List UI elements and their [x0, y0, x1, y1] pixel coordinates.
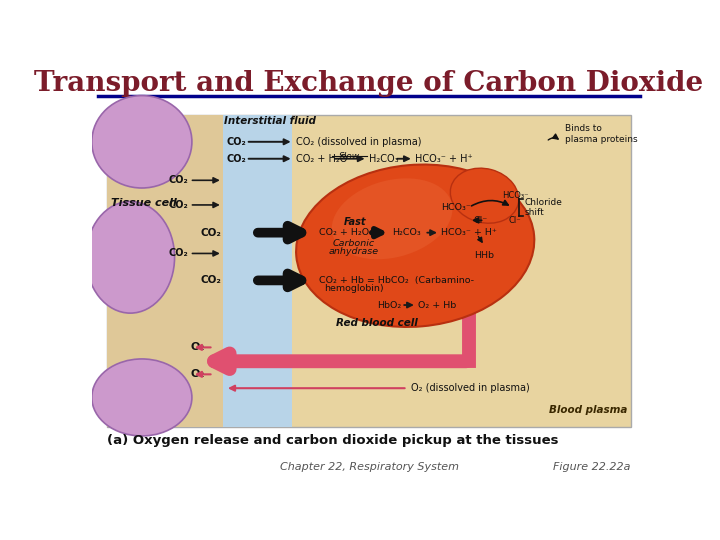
Text: O₂ (dissolved in plasma): O₂ (dissolved in plasma) — [411, 383, 530, 393]
Text: CO₂ (dissolved in plasma): CO₂ (dissolved in plasma) — [296, 137, 421, 147]
Text: Slow: Slow — [339, 152, 360, 161]
Text: Chloride
shift: Chloride shift — [525, 198, 562, 217]
Text: O₂ + Hb: O₂ + Hb — [418, 301, 456, 309]
Text: Blood plasma: Blood plasma — [549, 405, 627, 415]
Text: HHb: HHb — [474, 251, 495, 260]
Text: Carbonic: Carbonic — [333, 239, 374, 248]
Text: HCO₃⁻: HCO₃⁻ — [441, 202, 472, 212]
Text: HCO₃⁻ + H⁺: HCO₃⁻ + H⁺ — [441, 228, 498, 237]
Ellipse shape — [91, 96, 192, 188]
Text: CO₂ + Hb = HbCO₂  (Carbamino-: CO₂ + Hb = HbCO₂ (Carbamino- — [319, 276, 474, 285]
Text: CO₂ + H₂O: CO₂ + H₂O — [319, 228, 369, 237]
Text: CO₂: CO₂ — [168, 200, 188, 210]
Text: CO₂ + H₂O: CO₂ + H₂O — [296, 154, 347, 164]
Text: H₂CO₃: H₂CO₃ — [369, 154, 399, 164]
Text: CO₂: CO₂ — [201, 275, 222, 286]
Text: CO₂: CO₂ — [227, 137, 246, 147]
Text: CO₂: CO₂ — [168, 176, 188, 185]
Ellipse shape — [332, 178, 452, 259]
Text: (a) Oxygen release and carbon dioxide pickup at the tissues: (a) Oxygen release and carbon dioxide pi… — [107, 434, 559, 447]
Bar — [107, 115, 222, 427]
Ellipse shape — [91, 359, 192, 436]
Text: HCO₃⁻: HCO₃⁻ — [502, 191, 528, 200]
Text: CO₂: CO₂ — [227, 154, 246, 164]
Text: Cl⁻: Cl⁻ — [509, 215, 521, 225]
Text: Fast: Fast — [344, 217, 366, 227]
Text: Tissue cell: Tissue cell — [111, 198, 177, 208]
Text: H₂CO₃: H₂CO₃ — [392, 228, 421, 237]
Text: CO₂: CO₂ — [201, 228, 222, 238]
Text: Figure 22.22a: Figure 22.22a — [553, 462, 631, 472]
Ellipse shape — [296, 165, 534, 327]
Text: anhydrase: anhydrase — [328, 247, 379, 255]
Text: hemoglobin): hemoglobin) — [324, 285, 384, 293]
Text: Chapter 22, Respiratory System: Chapter 22, Respiratory System — [279, 462, 459, 472]
Text: Red blood cell: Red blood cell — [336, 318, 418, 328]
Text: O₂: O₂ — [191, 342, 205, 353]
Text: Interstitial fluid: Interstitial fluid — [224, 116, 316, 126]
Ellipse shape — [86, 201, 174, 313]
Text: Transport and Exchange of Carbon Dioxide: Transport and Exchange of Carbon Dioxide — [35, 70, 703, 97]
Text: Cl⁻: Cl⁻ — [474, 216, 487, 225]
Bar — [107, 115, 631, 427]
Bar — [222, 115, 292, 427]
Text: HCO₃⁻ + H⁺: HCO₃⁻ + H⁺ — [415, 154, 473, 164]
Ellipse shape — [450, 168, 518, 223]
Text: O₂: O₂ — [191, 369, 205, 379]
Text: CO₂: CO₂ — [168, 248, 188, 259]
Text: HbO₂: HbO₂ — [377, 301, 401, 309]
Text: Binds to
plasma proteins: Binds to plasma proteins — [565, 124, 638, 144]
